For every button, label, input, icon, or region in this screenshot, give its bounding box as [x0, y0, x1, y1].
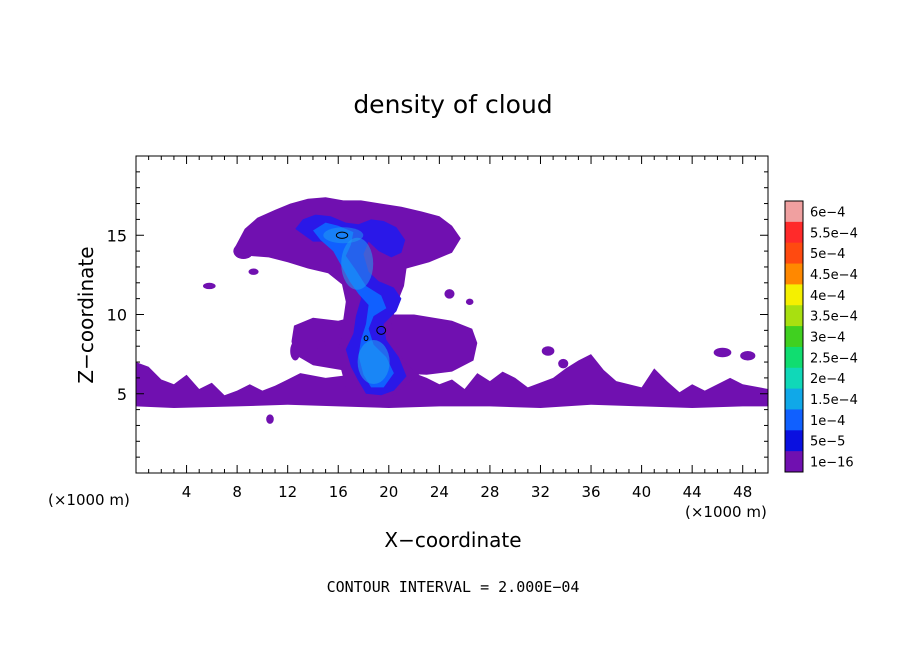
- cloud-core-high: [341, 237, 374, 290]
- colorbar-frame: [784, 200, 804, 473]
- colorbar-label: 5e−4: [810, 247, 845, 262]
- plot-area: [135, 155, 769, 474]
- colorbar-swatch: [785, 305, 803, 327]
- x-tick-label: 8: [232, 483, 242, 501]
- colorbar-label: 3e−4: [810, 331, 845, 346]
- colorbar-swatch: [785, 367, 803, 390]
- colorbar-swatch: [785, 201, 803, 223]
- contour-line: [376, 325, 387, 335]
- cloud-core-high: [323, 227, 364, 244]
- x-tick-label: 36: [581, 483, 600, 501]
- colorbar-swatch: [785, 409, 803, 431]
- x-axis-label: X−coordinate: [384, 528, 521, 552]
- colorbar: 6e−4 5.5e−4 5e−4 4.5e−4 4e−4 3.5e−4 3e−4 2.5e−4…: [784, 200, 858, 473]
- colorbar-label: 1e−4: [810, 414, 845, 429]
- colorbar-swatch: [785, 242, 803, 265]
- y-axis-label: Z−coordinate: [74, 246, 98, 383]
- contour-line: [335, 231, 349, 239]
- colorbar-swatch: [785, 451, 803, 473]
- x-tick-labels: 4 8 12 16 20 24 28 32 36 40 44 48: [182, 483, 752, 501]
- y-tick-labels: 5 10 15: [107, 226, 127, 404]
- colorbar-swatch: [785, 388, 803, 410]
- cloud-anvil: [234, 197, 461, 405]
- colorbar-label: 5.5e−4: [810, 226, 858, 241]
- colorbar-swatch: [785, 326, 803, 348]
- colorbar-label: 4.5e−4: [810, 268, 858, 283]
- contour-lines: [335, 231, 387, 342]
- colorbar-label: 5e−5: [810, 435, 845, 450]
- axis-ticks: [136, 156, 768, 473]
- x-unit-label-right: (×1000 m): [685, 503, 767, 521]
- cloud-core-high: [357, 340, 390, 385]
- colorbar-label: 3.5e−4: [810, 310, 858, 325]
- x-tick-label: 16: [329, 483, 348, 501]
- cloud-fragment: [465, 298, 474, 305]
- cloud-fragment: [315, 339, 326, 350]
- cloud-fragment: [558, 358, 569, 369]
- cloud-fragment: [444, 289, 455, 299]
- x-tick-label: 44: [683, 483, 702, 501]
- x-tick-label: 48: [733, 483, 752, 501]
- x-tick-label: 24: [430, 483, 449, 501]
- cloud-fragment: [290, 341, 301, 361]
- colorbar-swatch: [785, 263, 803, 285]
- contour-interval-footer: CONTOUR INTERVAL = 2.000E−04: [327, 578, 580, 596]
- y-tick-label: 5: [117, 385, 127, 404]
- colorbar-swatch: [785, 346, 803, 369]
- colorbar-swatch: [785, 430, 803, 452]
- colorbar-label: 1e−16: [810, 456, 854, 471]
- contour-line: [363, 335, 369, 342]
- chart-title: density of cloud: [353, 90, 552, 119]
- x-tick-label: 12: [278, 483, 297, 501]
- colorbar-label: 2e−4: [810, 372, 845, 387]
- colorbar-swatch: [785, 284, 803, 306]
- colorbar-swatch: [785, 221, 803, 244]
- y-tick-label: 10: [107, 306, 127, 325]
- colorbar-label: 6e−4: [810, 205, 845, 220]
- x-unit-label-left: (×1000 m): [48, 491, 130, 509]
- x-tick-label: 28: [480, 483, 499, 501]
- y-tick-label: 15: [107, 226, 127, 245]
- cloud-fragment: [713, 347, 732, 358]
- cloud-base-layer: [136, 354, 768, 408]
- colorbar-label: 4e−4: [810, 289, 845, 304]
- x-tick-label: 4: [182, 483, 192, 501]
- cloud-fragment: [266, 414, 274, 424]
- x-tick-label: 32: [531, 483, 550, 501]
- cloud-density-fill: [136, 197, 768, 424]
- plot-background: [136, 156, 768, 473]
- cloud-fragment: [541, 346, 555, 356]
- cloud-fragment: [740, 350, 756, 361]
- x-tick-label: 20: [379, 483, 398, 501]
- cloud-fragment: [248, 268, 259, 275]
- x-tick-label: 40: [632, 483, 651, 501]
- cloud-fragment: [202, 282, 216, 290]
- colorbar-label: 1.5e−4: [810, 393, 858, 408]
- colorbar-label: 2.5e−4: [810, 351, 858, 366]
